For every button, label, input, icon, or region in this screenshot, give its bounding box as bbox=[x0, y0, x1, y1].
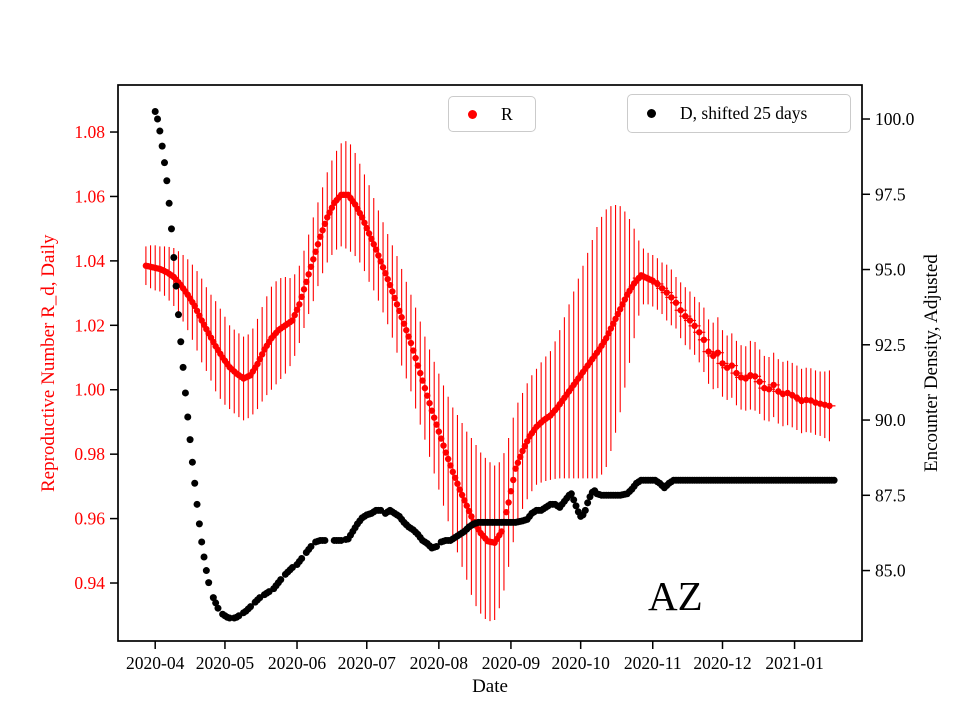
left-axis-title: Reproductive Number R_d, Daily bbox=[38, 234, 59, 492]
legend-d: D, shifted 25 days bbox=[627, 94, 851, 133]
y-right-ticks: 85.0 87.5 90.0 92.5 95.0 97.5 100.0 bbox=[862, 109, 915, 581]
y-left-tick-label: 0.98 bbox=[74, 444, 105, 464]
legend-r-marker-icon bbox=[468, 109, 477, 119]
y-left-tick-label: 1.02 bbox=[74, 315, 105, 335]
legend-d-label: D, shifted 25 days bbox=[680, 103, 808, 123]
series-R-points bbox=[142, 191, 833, 546]
y-left-tick-label: 1.04 bbox=[74, 251, 105, 271]
y-right-tick-label: 87.5 bbox=[875, 485, 906, 505]
x-tick-label: 2020-08 bbox=[410, 653, 469, 673]
legend-r: R bbox=[448, 96, 536, 132]
x-tick-label: 2020-10 bbox=[552, 653, 611, 673]
state-annotation: AZ bbox=[648, 573, 703, 619]
y-left-tick-label: 0.96 bbox=[74, 509, 105, 529]
x-tick-label: 2021-01 bbox=[765, 653, 823, 673]
series-R-errorbars bbox=[145, 141, 836, 622]
x-tick-label: 2020-06 bbox=[268, 653, 327, 673]
x-axis-ticks: 2020-04 2020-05 2020-06 2020-07 2020-08 2020-… bbox=[126, 641, 824, 673]
y-left-tick-label: 1.06 bbox=[74, 186, 105, 206]
x-tick-label: 2020-12 bbox=[693, 653, 751, 673]
x-tick-label: 2020-07 bbox=[338, 653, 397, 673]
right-axis-title: Encounter Density, Adjusted bbox=[921, 254, 942, 472]
legend-d-marker-icon bbox=[647, 109, 656, 118]
x-tick-label: 2020-11 bbox=[624, 653, 682, 673]
y-right-tick-label: 95.0 bbox=[875, 260, 906, 280]
plot-frame bbox=[117, 84, 863, 642]
y-right-tick-label: 92.5 bbox=[875, 335, 906, 355]
y-left-tick-label: 1.08 bbox=[74, 122, 105, 142]
y-left-ticks: 0.94 0.96 0.98 1.00 1.02 1.04 1.06 1.08 bbox=[74, 122, 118, 593]
y-left-tick-label: 0.94 bbox=[74, 573, 105, 593]
x-tick-label: 2020-04 bbox=[126, 653, 185, 673]
x-tick-label: 2020-05 bbox=[196, 653, 255, 673]
y-right-tick-label: 85.0 bbox=[875, 561, 906, 581]
y-right-tick-label: 100.0 bbox=[875, 109, 915, 129]
x-axis-title: Date bbox=[472, 676, 508, 697]
x-tick-label: 2020-09 bbox=[482, 653, 541, 673]
series-D-points bbox=[151, 107, 838, 622]
y-right-tick-label: 90.0 bbox=[875, 410, 906, 430]
y-right-tick-label: 97.5 bbox=[875, 184, 906, 204]
y-left-tick-label: 1.00 bbox=[74, 380, 105, 400]
legend-r-label: R bbox=[501, 103, 513, 124]
